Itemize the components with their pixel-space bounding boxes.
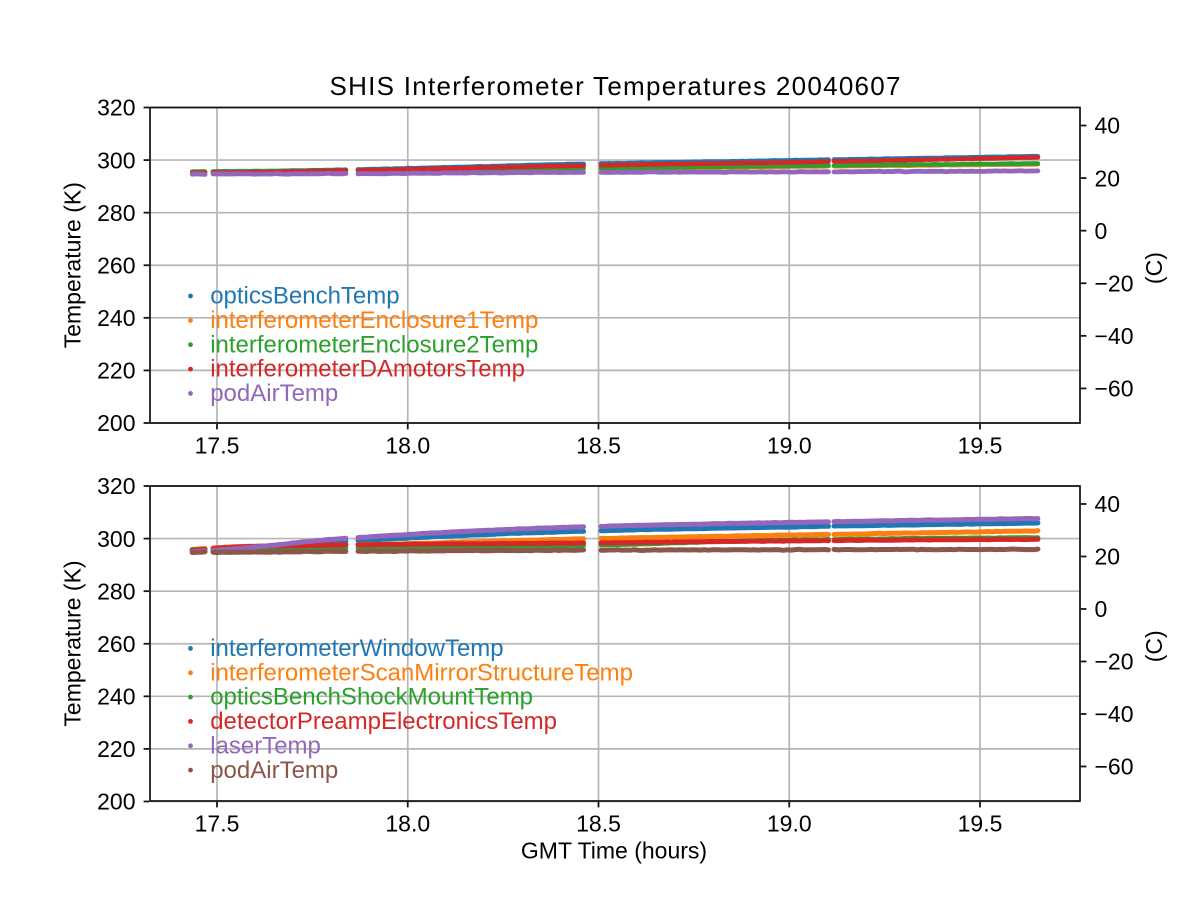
svg-text:−60: −60 [1095, 754, 1134, 780]
svg-text:19.0: 19.0 [767, 433, 812, 459]
svg-text:280: 280 [97, 200, 135, 226]
svg-text:opticsBenchShockMountTemp: opticsBenchShockMountTemp [210, 684, 533, 711]
svg-text:260: 260 [97, 631, 135, 657]
svg-text:interferometerDAmotorsTemp: interferometerDAmotorsTemp [210, 356, 525, 383]
svg-text:17.5: 17.5 [195, 433, 240, 459]
svg-text:−20: −20 [1095, 649, 1134, 675]
svg-text:200: 200 [97, 410, 135, 436]
svg-text:−20: −20 [1095, 270, 1134, 296]
svg-text:40: 40 [1095, 113, 1121, 139]
svg-text:(C): (C) [1141, 630, 1167, 662]
svg-text:interferometerEnclosure1Temp: interferometerEnclosure1Temp [210, 307, 538, 334]
svg-text:320: 320 [97, 473, 135, 499]
svg-text:−60: −60 [1095, 376, 1134, 402]
svg-text:0: 0 [1095, 218, 1108, 244]
svg-text:17.5: 17.5 [195, 811, 240, 837]
svg-text:18.5: 18.5 [576, 433, 621, 459]
svg-text:−40: −40 [1095, 323, 1134, 349]
svg-text:18.0: 18.0 [385, 433, 430, 459]
svg-text:19.5: 19.5 [958, 433, 1003, 459]
svg-text:280: 280 [97, 578, 135, 604]
svg-text:20: 20 [1095, 544, 1121, 570]
svg-text:240: 240 [97, 305, 135, 331]
svg-text:SHIS Interferometer Temperatur: SHIS Interferometer Temperatures 2004060… [330, 71, 901, 101]
svg-text:19.5: 19.5 [958, 811, 1003, 837]
svg-text:podAirTemp: podAirTemp [210, 380, 338, 407]
svg-text:300: 300 [97, 526, 135, 552]
svg-text:(C): (C) [1141, 252, 1167, 284]
svg-text:−40: −40 [1095, 701, 1134, 727]
svg-text:interferometerScanMirrorStruct: interferometerScanMirrorStructureTemp [210, 659, 633, 686]
svg-text:GMT Time (hours): GMT Time (hours) [521, 837, 707, 863]
svg-text:260: 260 [97, 252, 135, 278]
svg-text:20: 20 [1095, 165, 1121, 191]
svg-text:Temperature (K): Temperature (K) [59, 560, 85, 726]
svg-text:opticsBenchTemp: opticsBenchTemp [210, 283, 399, 310]
svg-text:interferometerEnclosure2Temp: interferometerEnclosure2Temp [210, 331, 538, 358]
svg-text:300: 300 [97, 147, 135, 173]
svg-text:240: 240 [97, 684, 135, 710]
svg-text:18.0: 18.0 [385, 811, 430, 837]
svg-text:220: 220 [97, 736, 135, 762]
svg-text:laserTemp: laserTemp [210, 732, 321, 759]
svg-text:podAirTemp: podAirTemp [210, 757, 338, 784]
svg-text:320: 320 [97, 95, 135, 121]
svg-text:interferometerWindowTemp: interferometerWindowTemp [210, 635, 503, 662]
svg-text:Temperature (K): Temperature (K) [59, 182, 85, 348]
svg-text:19.0: 19.0 [767, 811, 812, 837]
svg-text:18.5: 18.5 [576, 811, 621, 837]
svg-text:detectorPreampElectronicsTemp: detectorPreampElectronicsTemp [210, 708, 557, 735]
svg-text:0: 0 [1095, 596, 1108, 622]
svg-text:220: 220 [97, 358, 135, 384]
svg-text:200: 200 [97, 789, 135, 815]
svg-text:40: 40 [1095, 491, 1121, 517]
